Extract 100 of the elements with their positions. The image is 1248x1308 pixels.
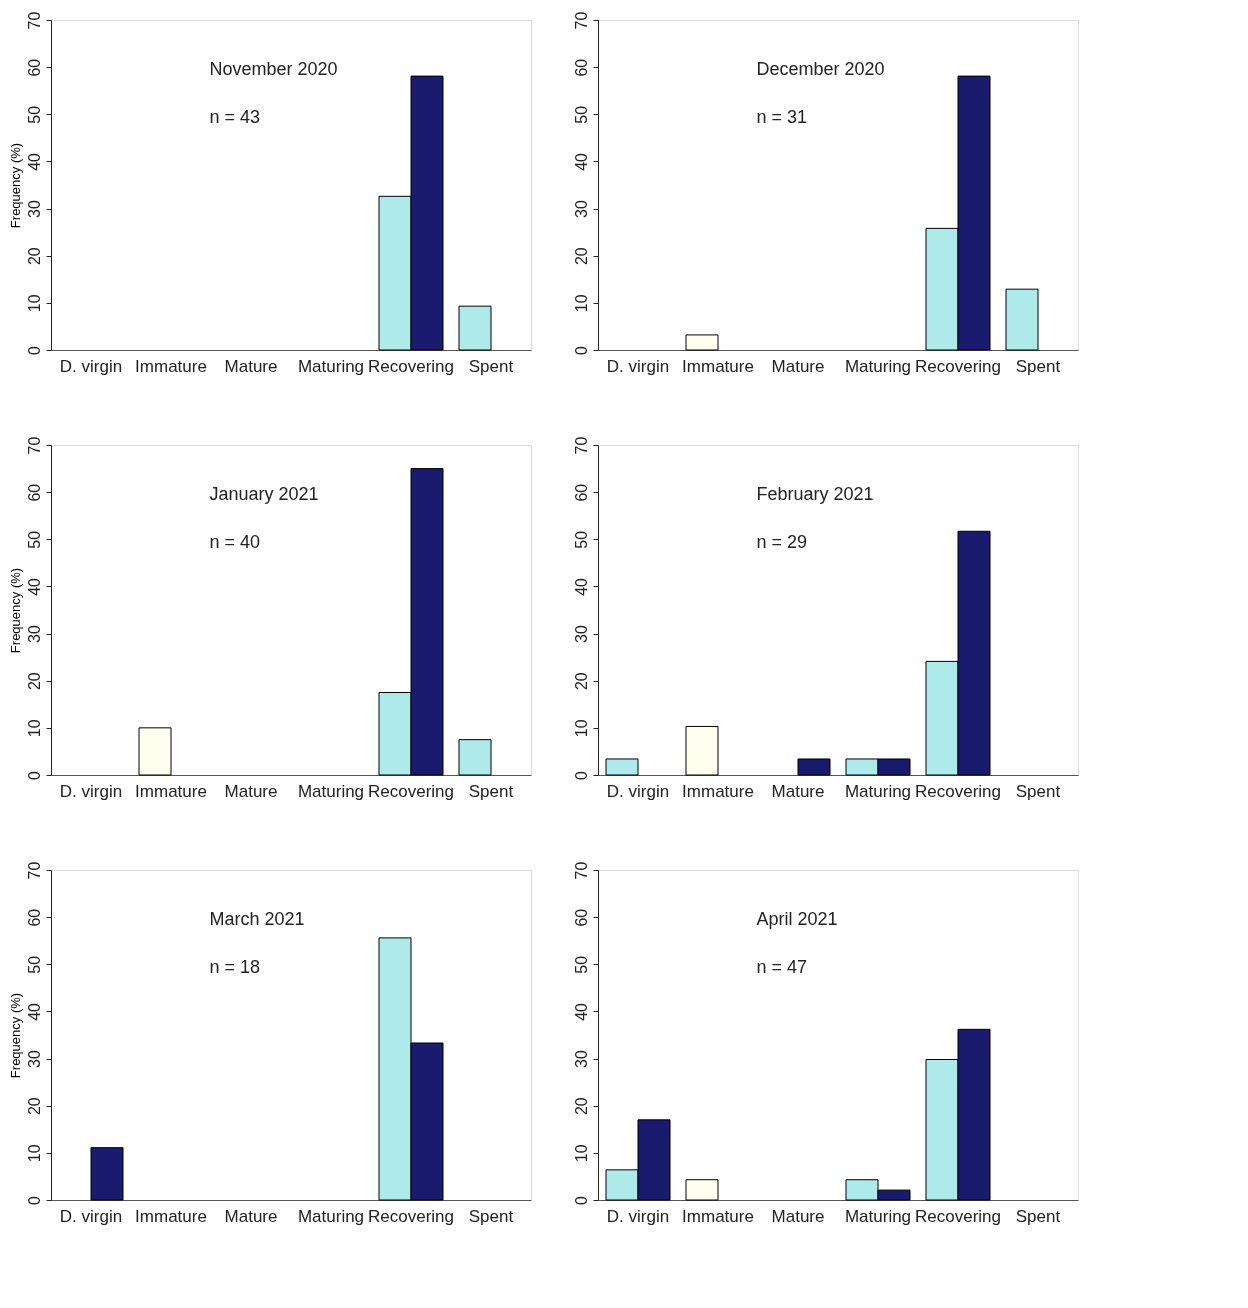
x-tick-label: Mature: [224, 781, 278, 801]
y-tick-label: 10: [25, 294, 43, 313]
annotation: n = 18: [209, 957, 260, 977]
x-tick-label: Spent: [468, 781, 514, 801]
y-tick-label: 0: [25, 770, 43, 780]
y-tick-label: 70: [25, 436, 43, 455]
x-tick-label: Spent: [468, 1206, 514, 1226]
y-tick-label: 50: [25, 955, 43, 974]
x-tick-label: Immature: [682, 781, 754, 801]
y-tick-label: 10: [572, 719, 590, 738]
y-tick-label: 40: [25, 152, 43, 171]
y-tick-label: 10: [572, 294, 590, 313]
y-tick-label: 60: [25, 483, 43, 502]
y-tick-label: 20: [25, 247, 43, 266]
y-tick-label: 40: [572, 152, 590, 171]
y-tick-label: 60: [25, 908, 43, 927]
y-axis-title: Frequency (%): [7, 992, 23, 1079]
y-tick-label: 40: [25, 577, 43, 596]
annotation: n = 29: [756, 532, 807, 552]
x-tick-label: Mature: [771, 781, 825, 801]
y-tick-label: 10: [572, 1144, 590, 1163]
y-tick-label: 70: [25, 861, 43, 880]
y-tick-label: 0: [572, 345, 590, 355]
text: November 2020: [209, 59, 338, 79]
x-tick-label: Immature: [135, 356, 207, 376]
x-tick-label: Mature: [224, 1206, 278, 1226]
y-tick-label: 40: [25, 1002, 43, 1021]
x-tick-label: Immature: [135, 1206, 207, 1226]
bar: [138, 727, 172, 776]
x-tick-label: Maturing: [297, 356, 365, 376]
y-tick-label: 30: [572, 200, 590, 218]
y-tick-label: 50: [25, 105, 43, 124]
y-tick-label: 70: [572, 436, 590, 455]
bar: [90, 1147, 124, 1201]
y-axis-title: Frequency (%): [7, 142, 23, 229]
y-tick-label: 60: [572, 483, 590, 502]
y-tick-label: 20: [572, 247, 590, 266]
y-tick-label: 30: [25, 1050, 43, 1068]
x-tick-label: Maturing: [844, 781, 912, 801]
y-tick-label: 10: [25, 719, 43, 738]
x-tick-label: D. virgin: [59, 1206, 123, 1226]
y-tick-label: 0: [25, 1195, 43, 1205]
y-tick-label: 60: [25, 58, 43, 77]
y-tick-label: 20: [25, 1097, 43, 1116]
x-tick-label: Immature: [135, 781, 207, 801]
y-tick-label: 50: [572, 105, 590, 124]
y-tick-label: 40: [572, 577, 590, 596]
bar: [685, 1179, 719, 1201]
bar: [1005, 288, 1039, 351]
y-tick-label: 60: [572, 58, 590, 77]
y-tick-label: 0: [572, 770, 590, 780]
x-tick-label: Mature: [771, 1206, 825, 1226]
annotation: n = 47: [756, 957, 807, 977]
x-tick-label: Recovering: [368, 1206, 454, 1226]
x-tick-label: Spent: [1015, 781, 1061, 801]
x-tick-label: Recovering: [915, 1206, 1001, 1226]
bar: [458, 305, 492, 351]
y-tick-label: 40: [572, 1002, 590, 1021]
x-tick-label: Maturing: [297, 781, 365, 801]
text: January 2021: [209, 484, 319, 504]
text: December 2020: [756, 59, 885, 79]
x-tick-label: Recovering: [368, 356, 454, 376]
x-tick-label: Maturing: [844, 356, 912, 376]
y-tick-label: 50: [572, 955, 590, 974]
x-tick-label: Immature: [682, 356, 754, 376]
y-tick-label: 50: [572, 530, 590, 549]
x-tick-label: D. virgin: [606, 1206, 670, 1226]
y-tick-label: 10: [25, 1144, 43, 1163]
x-tick-label: Spent: [468, 356, 514, 376]
x-tick-label: Maturing: [844, 1206, 912, 1226]
y-tick-label: 30: [25, 200, 43, 218]
x-tick-label: D. virgin: [59, 356, 123, 376]
annotation: n = 31: [756, 107, 807, 127]
x-tick-label: Recovering: [915, 781, 1001, 801]
y-tick-label: 30: [572, 1050, 590, 1068]
bar: [797, 758, 831, 776]
y-tick-label: 70: [25, 11, 43, 30]
x-tick-label: Maturing: [297, 1206, 365, 1226]
y-axis-title: Frequency (%): [7, 567, 23, 654]
bar: [685, 334, 719, 351]
x-tick-label: D. virgin: [59, 781, 123, 801]
y-tick-label: 0: [572, 1195, 590, 1205]
text: March 2021: [209, 909, 305, 929]
y-tick-label: 20: [572, 672, 590, 691]
y-tick-label: 70: [572, 11, 590, 30]
y-tick-label: 30: [25, 625, 43, 643]
y-tick-label: 20: [572, 1097, 590, 1116]
x-tick-label: D. virgin: [606, 356, 670, 376]
bar: [605, 758, 639, 776]
bar: [458, 739, 492, 776]
x-tick-label: Recovering: [368, 781, 454, 801]
x-tick-label: D. virgin: [606, 781, 670, 801]
text: February 2021: [756, 484, 874, 504]
x-tick-label: Spent: [1015, 1206, 1061, 1226]
annotation: n = 40: [209, 532, 260, 552]
annotation: n = 43: [209, 107, 260, 127]
y-tick-label: 70: [572, 861, 590, 880]
y-tick-label: 0: [25, 345, 43, 355]
y-tick-label: 30: [572, 625, 590, 643]
y-tick-label: 50: [25, 530, 43, 549]
